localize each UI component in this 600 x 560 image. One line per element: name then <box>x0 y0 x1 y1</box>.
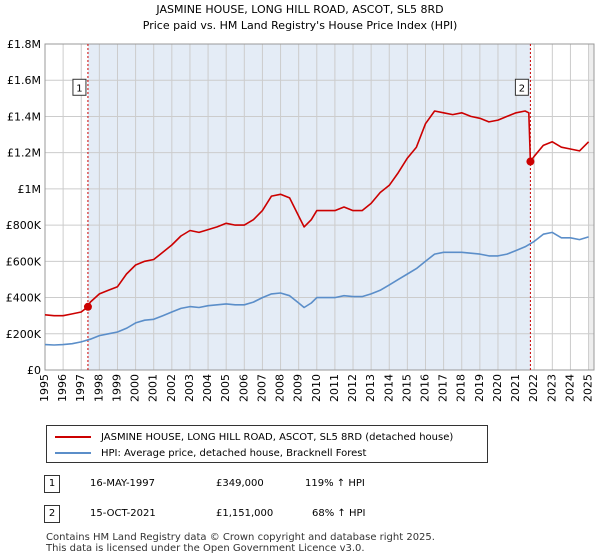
annotation-price-2: £1,151,000 <box>216 508 274 519</box>
sale-label-2: 2 <box>519 83 525 94</box>
x-tick-label: 2009 <box>292 374 305 402</box>
x-tick-label: 2019 <box>473 374 486 402</box>
footer: Contains HM Land Registry data © Crown c… <box>46 532 435 554</box>
annotation-row-1: 1 16-MAY-1997 £349,000 119% ↑ HPI <box>44 475 464 493</box>
sale-point-1 <box>83 302 92 311</box>
sale-label-box-1 <box>72 78 87 96</box>
x-tick-label: 2017 <box>437 374 450 402</box>
x-tick-label: 2010 <box>310 374 323 402</box>
x-tick-label: 2001 <box>147 374 160 402</box>
plot-frame <box>44 43 595 371</box>
x-tick-label: 2012 <box>346 374 359 402</box>
y-tick-label: £1.8M <box>7 38 41 51</box>
x-tick-label: 2025 <box>582 374 595 402</box>
y-tick-label: £1.6M <box>7 74 41 87</box>
annotation-marker-2: 2 <box>44 505 60 523</box>
y-tick-label: £800K <box>6 219 42 232</box>
sale-label-1: 1 <box>76 83 82 94</box>
annotation-marker-1: 1 <box>44 475 60 493</box>
legend-swatch-hpi <box>55 452 91 454</box>
annotation-price-1: £349,000 <box>216 478 264 489</box>
x-tick-label: 2007 <box>255 374 268 402</box>
legend-swatch-property <box>55 436 91 438</box>
x-tick-label: 2018 <box>455 374 468 402</box>
legend: JASMINE HOUSE, LONG HILL ROAD, ASCOT, SL… <box>46 425 488 463</box>
x-tick-label: 2024 <box>563 374 576 402</box>
y-tick-label: £1.2M <box>7 147 41 160</box>
series-line-property <box>44 110 590 317</box>
footer-line-2: This data is licensed under the Open Gov… <box>46 543 365 554</box>
x-tick-label: 2020 <box>491 374 504 402</box>
x-tick-label: 2004 <box>201 374 214 402</box>
y-tick-label: £200K <box>6 328 42 341</box>
x-tick-label: 2021 <box>509 374 522 402</box>
series-line-hpi <box>44 231 589 346</box>
future-region <box>588 44 594 370</box>
x-tick-label: 1997 <box>74 374 87 402</box>
shaded-region <box>87 44 531 370</box>
annotation-row-2: 2 15-OCT-2021 £1,151,000 68% ↑ HPI <box>44 505 464 523</box>
x-tick-label: 2015 <box>400 374 413 402</box>
legend-label-property: JASMINE HOUSE, LONG HILL ROAD, ASCOT, SL… <box>101 431 454 443</box>
x-tick-label: 2016 <box>418 374 431 402</box>
annotation-hpi-2: 68% ↑ HPI <box>312 508 366 519</box>
x-tick-label: 2006 <box>237 374 250 402</box>
x-tick-label: 2005 <box>219 374 232 402</box>
chart-title: JASMINE HOUSE, LONG HILL ROAD, ASCOT, SL… <box>155 3 443 16</box>
legend-label-hpi: HPI: Average price, detached house, Brac… <box>101 447 367 459</box>
y-tick-label: £1M <box>18 183 42 196</box>
annotation-date-1: 16-MAY-1997 <box>90 478 156 489</box>
x-tick-label: 2023 <box>545 374 558 402</box>
chart-subtitle: Price paid vs. HM Land Registry's House … <box>143 19 458 32</box>
x-tick-label: 1995 <box>38 374 51 402</box>
legend-item-hpi: HPI: Average price, detached house, Brac… <box>55 446 366 460</box>
x-tick-label: 1996 <box>56 374 69 402</box>
x-tick-label: 2008 <box>274 374 287 402</box>
annotation-date-2: 15-OCT-2021 <box>90 508 156 519</box>
x-tick-label: 2000 <box>129 374 142 402</box>
y-tick-label: £0 <box>27 364 41 377</box>
x-tick-label: 1998 <box>92 374 105 402</box>
x-tick-label: 2011 <box>328 374 341 402</box>
annotation-hpi-1: 119% ↑ HPI <box>305 478 365 489</box>
x-tick-label: 2013 <box>364 374 377 402</box>
y-tick-label: £400K <box>6 292 42 305</box>
x-tick-label: 2003 <box>183 374 196 402</box>
x-tick-label: 2002 <box>165 374 178 402</box>
price-chart: JASMINE HOUSE, LONG HILL ROAD, ASCOT, SL… <box>6 3 595 402</box>
sale-point-2 <box>526 157 535 166</box>
x-tick-label: 2014 <box>382 374 395 402</box>
y-tick-label: £600K <box>6 255 42 268</box>
y-tick-label: £1.4M <box>7 110 41 123</box>
sale-label-box-2 <box>514 78 529 96</box>
x-tick-label: 2022 <box>527 374 540 402</box>
x-tick-label: 1999 <box>110 374 123 402</box>
legend-item-property: JASMINE HOUSE, LONG HILL ROAD, ASCOT, SL… <box>55 430 453 444</box>
footer-line-1: Contains HM Land Registry data © Crown c… <box>46 532 435 543</box>
